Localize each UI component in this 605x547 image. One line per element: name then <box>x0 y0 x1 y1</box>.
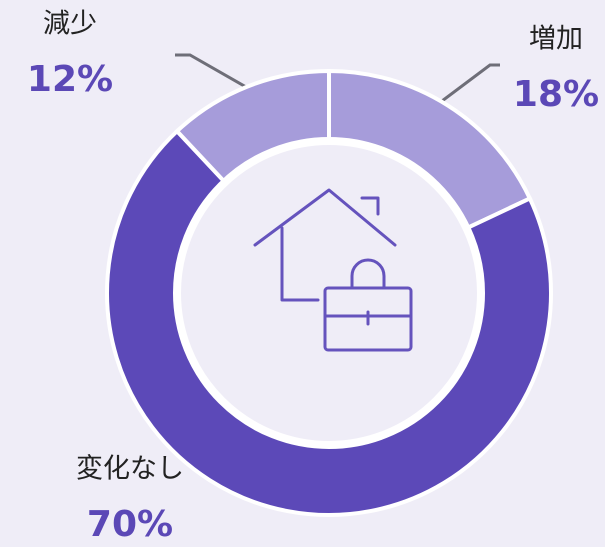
donut-hole <box>173 137 485 449</box>
home-work-icon <box>253 188 413 352</box>
leader-lines <box>175 53 500 112</box>
leader-line <box>175 53 261 97</box>
leader-line <box>429 63 500 112</box>
category-label: 変化なし <box>76 454 184 485</box>
value-label: 12% <box>27 59 113 100</box>
value-label: 18% <box>513 74 599 115</box>
category-label: 増加 <box>529 24 583 55</box>
value-label: 70% <box>87 504 173 545</box>
category-label: 減少 <box>43 9 97 40</box>
